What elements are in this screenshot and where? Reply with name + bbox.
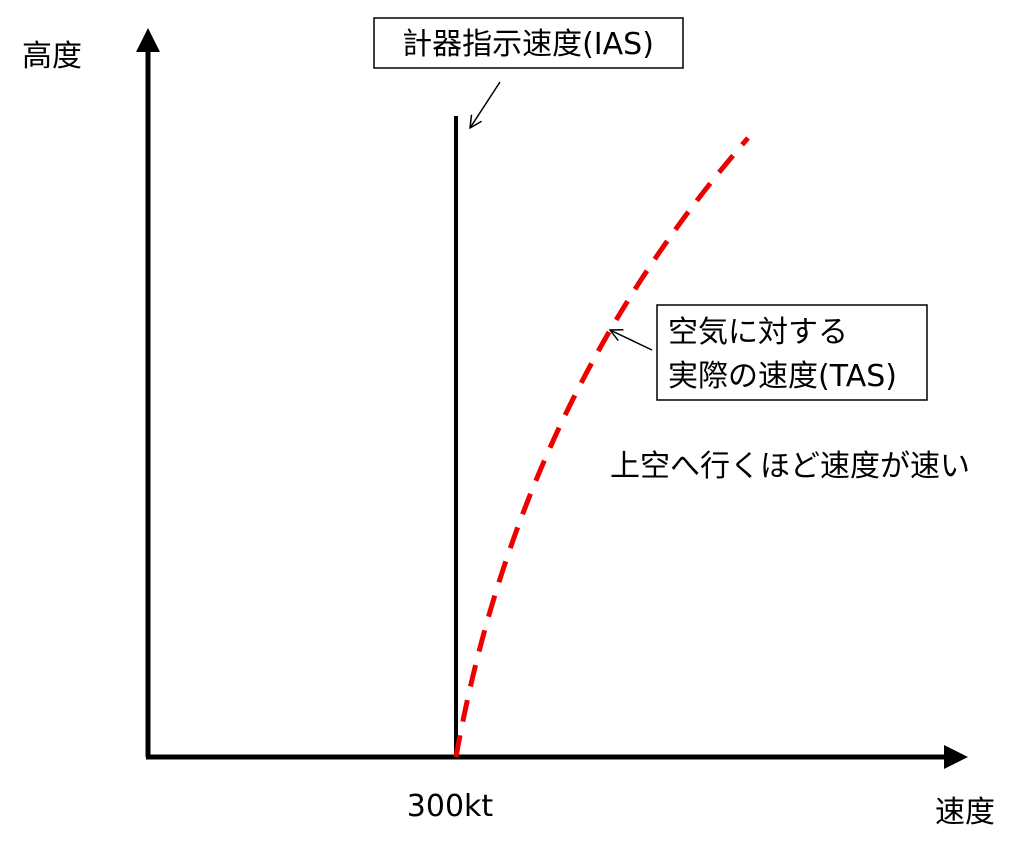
y-axis-arrow [136,28,160,52]
tas-curve [453,136,750,758]
x-axis-arrow [944,745,968,769]
tas-arrow [610,330,653,351]
ias-arrow [470,81,501,128]
x-marker-label: 300kt [407,789,494,824]
tas-box [656,304,928,401]
tas-label-line: 実際の速度(TAS) [668,359,897,394]
ias-label: 計器指示速度(IAS) [402,27,654,62]
y-axis-label: 高度 [22,39,82,74]
note: 上空へ行くほど速度が速い [610,449,970,484]
ias-box [373,17,684,69]
tas-label-line: 空気に対する [668,315,848,350]
x-axis-label: 速度 [935,795,995,830]
